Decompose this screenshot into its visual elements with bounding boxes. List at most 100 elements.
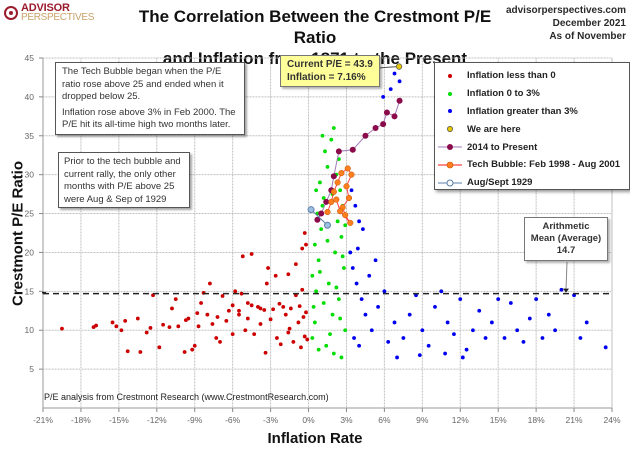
red-dot <box>304 310 308 315</box>
green-dot <box>335 219 340 224</box>
legend-green-dot-icon <box>437 89 463 99</box>
blue-dot <box>392 71 397 76</box>
red-dot <box>288 306 293 311</box>
blue-dot <box>443 351 447 356</box>
green-dot <box>323 149 327 154</box>
blue-dot <box>483 336 488 340</box>
green-dot <box>340 254 345 259</box>
recent-marker <box>396 97 403 104</box>
we-are-here-marker <box>395 63 403 70</box>
red-dot <box>245 301 250 305</box>
x-tick-label: 3% <box>340 415 353 425</box>
red-dot <box>226 308 231 313</box>
red-dot <box>302 231 307 235</box>
green-dot <box>319 227 324 232</box>
green-dot <box>328 332 332 337</box>
recent-marker <box>349 146 356 153</box>
red-dot <box>266 266 270 270</box>
red-dot <box>161 322 166 327</box>
green-dot <box>314 289 319 294</box>
red-dot <box>273 273 278 278</box>
red-dot <box>144 330 149 335</box>
red-dot <box>183 318 188 323</box>
legend-label: We are here <box>467 123 521 135</box>
x-tick-label: 24% <box>603 415 620 425</box>
recent-marker <box>391 113 398 120</box>
tech-bubble-marker <box>337 208 344 215</box>
credit-text: P/E analysis from Crestmont Research (ww… <box>44 392 329 402</box>
red-dot <box>170 306 174 311</box>
mean-line2: Mean (Average) <box>530 233 602 244</box>
green-dot <box>320 203 325 208</box>
tech-bubble-marker <box>343 183 350 190</box>
legend: Inflation less than 0 Inflation 0 to 3% … <box>434 62 630 190</box>
red-dot <box>263 350 268 355</box>
green-dot <box>330 312 335 317</box>
green-dot <box>318 180 322 185</box>
blue-dot <box>426 343 431 348</box>
red-dot <box>286 330 291 335</box>
red-dot <box>190 347 195 352</box>
tech-bubble-marker <box>345 194 353 202</box>
blue-dot <box>477 308 482 313</box>
blue-dot <box>527 316 532 321</box>
green-dot <box>342 266 346 270</box>
green-dot <box>329 137 334 142</box>
aug-sep-1929-line <box>310 209 328 226</box>
green-dot <box>343 223 348 228</box>
green-dot <box>338 316 343 321</box>
blue-dot <box>407 312 412 317</box>
data-points <box>60 71 608 360</box>
tech-bubble-marker <box>328 198 335 205</box>
legend-label: Inflation 0 to 3% <box>467 88 540 100</box>
green-dot <box>333 250 337 255</box>
recent-marker <box>323 198 330 205</box>
y-tick-label: 30 <box>25 170 35 180</box>
compass-logo-icon <box>4 6 18 20</box>
red-dot <box>286 272 291 277</box>
blue-dot <box>458 297 463 302</box>
legend-red-dot-icon <box>437 71 463 81</box>
mean-arrowhead-icon <box>563 288 569 293</box>
y-axis-label: Crestmont P/E Ratio <box>9 160 27 307</box>
blue-dot <box>433 304 437 309</box>
legend-blue-dot-icon <box>437 106 463 116</box>
red-dot <box>173 297 178 302</box>
red-dot <box>281 304 286 309</box>
axes <box>39 57 613 412</box>
red-dot <box>224 318 229 323</box>
green-dot <box>312 242 317 247</box>
blue-dot <box>349 188 354 193</box>
red-dot <box>230 332 235 337</box>
blue-dot <box>540 336 545 340</box>
blue-dot <box>363 312 368 317</box>
y-tick-labels: 5 10 15 20 25 30 35 40 45 <box>25 53 35 374</box>
blue-dot <box>397 79 402 84</box>
x-tick-label: 21% <box>566 415 583 425</box>
blue-dot <box>352 336 356 340</box>
blue-dot <box>464 347 469 352</box>
green-dot <box>334 285 339 290</box>
red-dot <box>60 326 64 331</box>
red-dot <box>148 325 153 330</box>
x-tick-label: 15% <box>490 415 507 425</box>
legend-label: Tech Bubble: Feb 1998 - Aug 2001 <box>467 159 621 171</box>
green-dot <box>325 164 330 169</box>
tech-bubble-marker <box>344 165 351 172</box>
green-dot <box>321 196 326 200</box>
red-dot <box>300 287 305 292</box>
x-tick-label: -21% <box>33 415 53 425</box>
tech-bubble-marker <box>342 212 349 219</box>
blue-dot <box>401 336 406 340</box>
red-dot <box>239 291 244 296</box>
blue-dot <box>355 246 360 251</box>
blue-dot <box>382 289 387 294</box>
blue-dot <box>502 336 507 340</box>
red-dot <box>220 294 225 298</box>
blue-dot <box>369 328 374 333</box>
red-dot <box>205 312 210 317</box>
blue-dot <box>553 328 557 333</box>
red-dot <box>199 301 203 305</box>
red-dot <box>278 342 283 347</box>
red-dot <box>305 337 310 342</box>
